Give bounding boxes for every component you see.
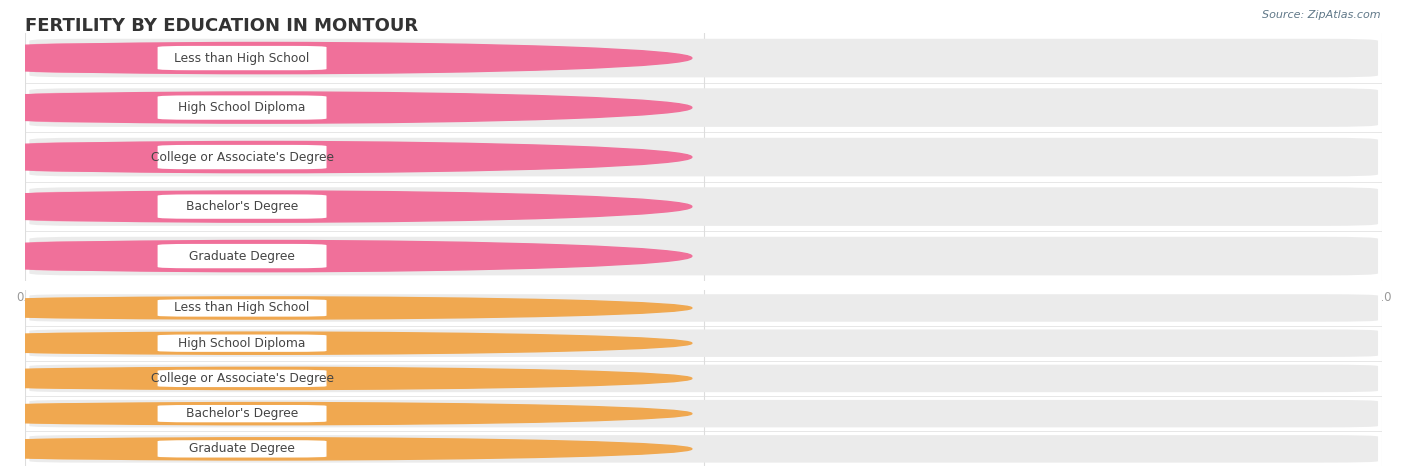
Text: Bachelor's Degree: Bachelor's Degree: [186, 200, 298, 213]
FancyBboxPatch shape: [157, 405, 326, 422]
Text: 0.0%: 0.0%: [352, 337, 385, 350]
FancyBboxPatch shape: [157, 145, 326, 169]
Text: High School Diploma: High School Diploma: [179, 101, 305, 114]
FancyBboxPatch shape: [157, 440, 326, 457]
FancyBboxPatch shape: [30, 400, 1378, 427]
Text: 0.0%: 0.0%: [352, 372, 385, 385]
Text: 0.0: 0.0: [352, 200, 373, 213]
Text: Bachelor's Degree: Bachelor's Degree: [186, 407, 298, 420]
Text: Less than High School: Less than High School: [174, 51, 309, 65]
Circle shape: [0, 367, 692, 389]
Text: 0.0: 0.0: [352, 51, 373, 65]
FancyBboxPatch shape: [30, 192, 344, 221]
FancyBboxPatch shape: [30, 187, 1378, 226]
Text: Source: ZipAtlas.com: Source: ZipAtlas.com: [1263, 10, 1381, 20]
FancyBboxPatch shape: [30, 298, 344, 318]
FancyBboxPatch shape: [30, 39, 1378, 78]
FancyBboxPatch shape: [30, 329, 1378, 357]
Text: 0.0: 0.0: [352, 101, 373, 114]
FancyBboxPatch shape: [30, 403, 344, 424]
Circle shape: [0, 141, 692, 173]
FancyBboxPatch shape: [30, 365, 1378, 392]
Circle shape: [0, 297, 692, 319]
FancyBboxPatch shape: [157, 244, 326, 268]
FancyBboxPatch shape: [30, 294, 1378, 322]
FancyBboxPatch shape: [157, 95, 326, 120]
FancyBboxPatch shape: [157, 299, 326, 317]
FancyBboxPatch shape: [157, 370, 326, 387]
Text: College or Associate's Degree: College or Associate's Degree: [150, 372, 333, 385]
Text: 0.0%: 0.0%: [352, 407, 385, 420]
Text: Graduate Degree: Graduate Degree: [190, 442, 295, 456]
FancyBboxPatch shape: [30, 333, 344, 354]
Text: 0.0: 0.0: [352, 249, 373, 263]
Circle shape: [0, 403, 692, 425]
FancyBboxPatch shape: [30, 368, 344, 389]
Circle shape: [0, 438, 692, 460]
FancyBboxPatch shape: [157, 46, 326, 70]
Text: College or Associate's Degree: College or Associate's Degree: [150, 150, 333, 164]
Text: 0.0%: 0.0%: [352, 442, 385, 456]
Text: 0.0%: 0.0%: [352, 301, 385, 315]
FancyBboxPatch shape: [30, 142, 344, 172]
FancyBboxPatch shape: [30, 237, 1378, 276]
Text: High School Diploma: High School Diploma: [179, 337, 305, 350]
FancyBboxPatch shape: [157, 194, 326, 219]
FancyBboxPatch shape: [30, 438, 344, 459]
Text: FERTILITY BY EDUCATION IN MONTOUR: FERTILITY BY EDUCATION IN MONTOUR: [25, 17, 419, 35]
Text: Less than High School: Less than High School: [174, 301, 309, 315]
Circle shape: [0, 240, 692, 272]
Circle shape: [0, 92, 692, 123]
FancyBboxPatch shape: [157, 335, 326, 352]
FancyBboxPatch shape: [30, 93, 344, 122]
FancyBboxPatch shape: [30, 43, 344, 73]
Circle shape: [0, 191, 692, 222]
Text: 0.0: 0.0: [352, 150, 373, 164]
FancyBboxPatch shape: [30, 138, 1378, 177]
Text: Graduate Degree: Graduate Degree: [190, 249, 295, 263]
Circle shape: [0, 42, 692, 74]
FancyBboxPatch shape: [30, 88, 1378, 127]
FancyBboxPatch shape: [30, 241, 344, 271]
FancyBboxPatch shape: [30, 435, 1378, 463]
Circle shape: [0, 332, 692, 354]
